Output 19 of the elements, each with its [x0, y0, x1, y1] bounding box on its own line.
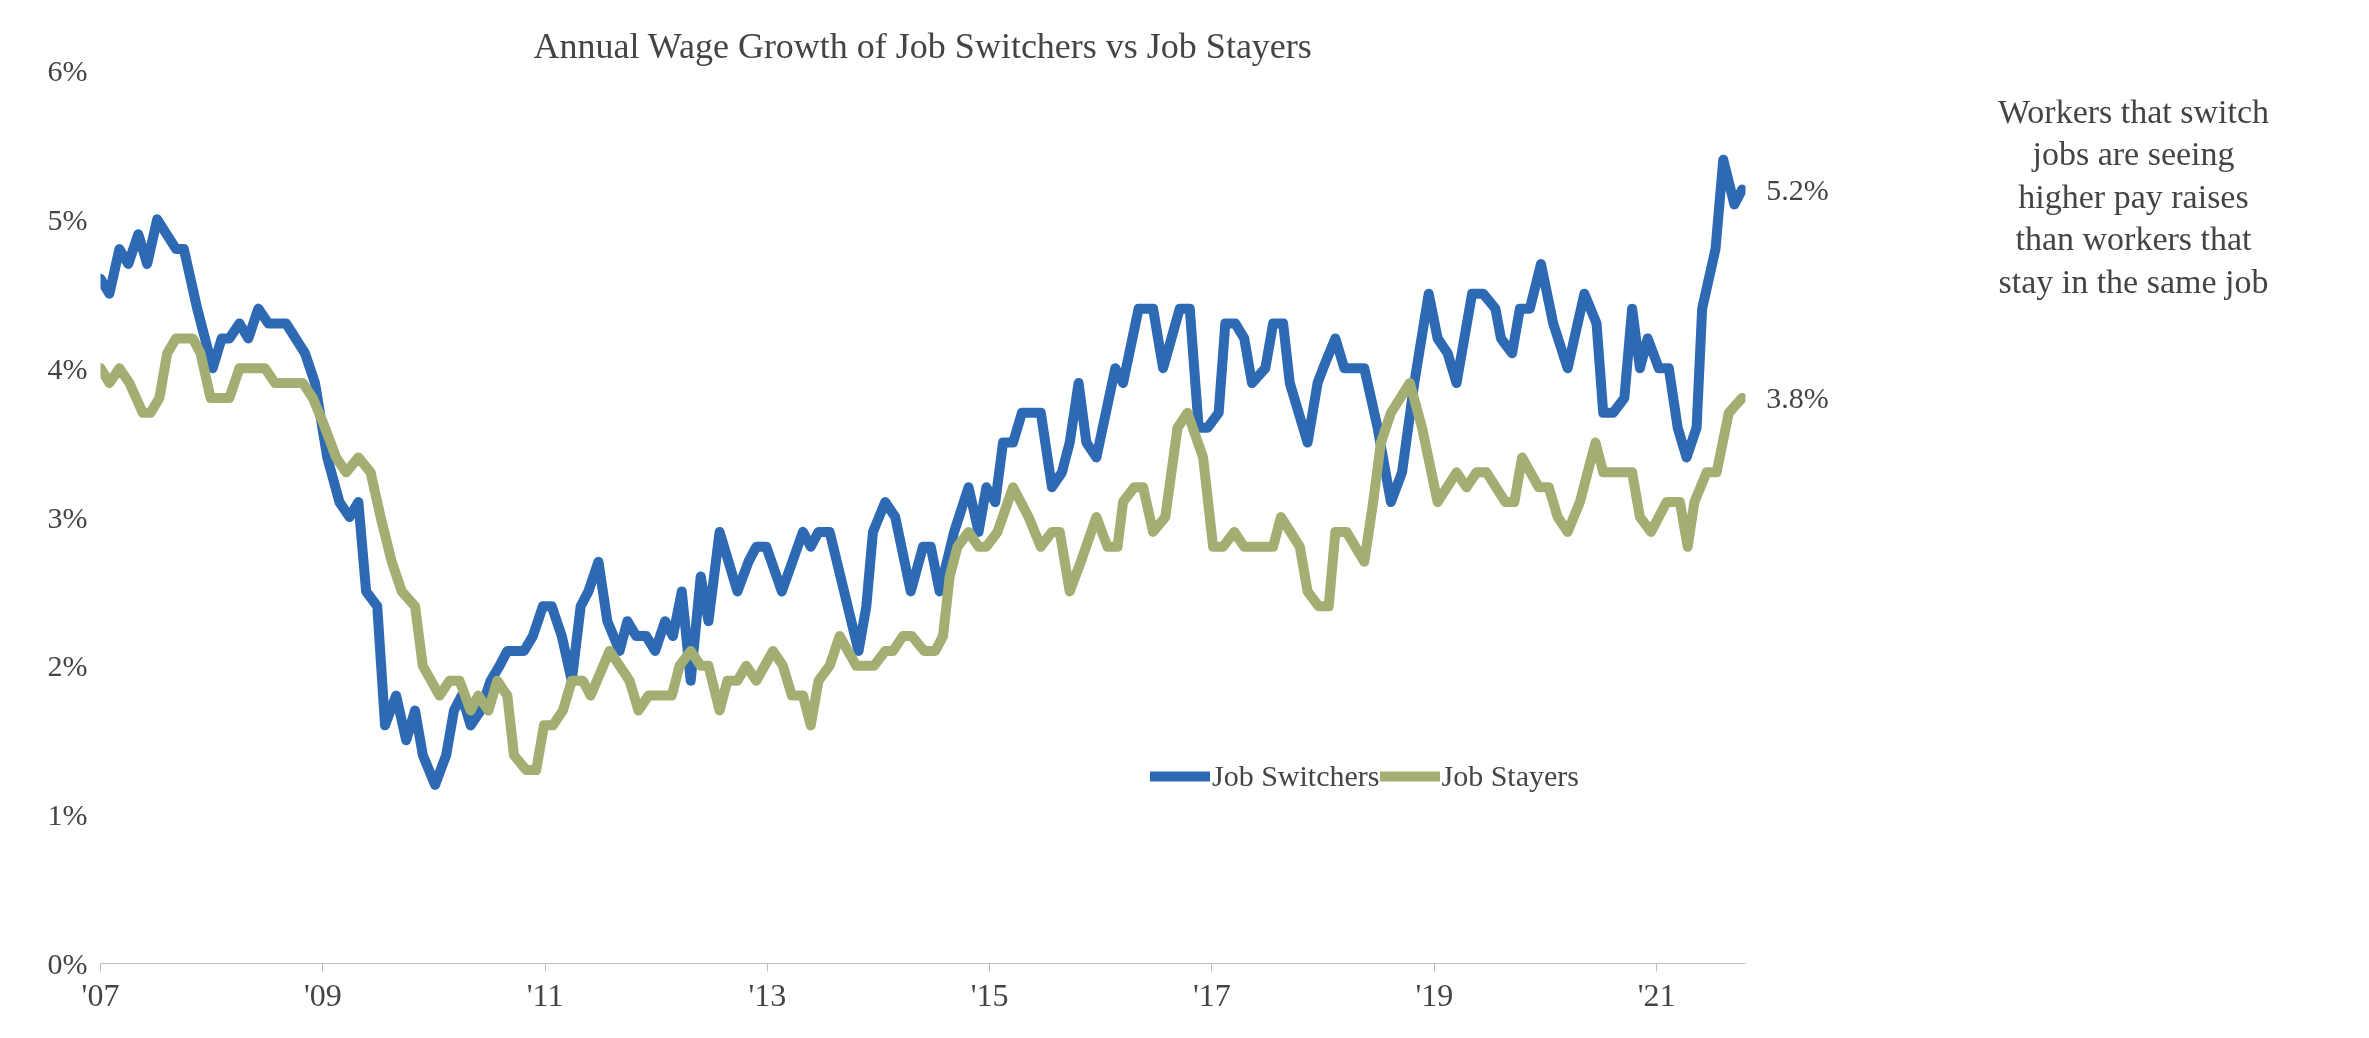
legend-label: Job Switchers [1212, 759, 1380, 793]
annotation: 5.2% [1766, 173, 1829, 207]
y-tick-label: 2% [47, 649, 88, 683]
text: Workers that switch jobs are seeing higher pay raises than workers that stay in the same job [1997, 92, 2270, 301]
y-tick-label: 4% [47, 351, 88, 385]
x-tick-label: '11 [526, 976, 564, 1013]
x-tick-label: '15 [970, 976, 1009, 1013]
x-tick-label: '09 [303, 976, 342, 1013]
x-tick-label: '17 [1193, 976, 1231, 1013]
y-tick-label: 6% [47, 54, 88, 87]
y-tick-label: 3% [47, 500, 88, 534]
x-tick-label: '13 [748, 976, 787, 1013]
y-tick-label: 1% [47, 798, 88, 832]
chart-title: Annual Wage Growth of Job Switchers vs Job Stayers [533, 25, 1312, 66]
x-tick-label: '21 [1637, 976, 1676, 1013]
legend-label: Job Stayers [1441, 759, 1579, 793]
x-tick-label: '19 [1415, 976, 1454, 1013]
y-tick-label: 5% [47, 202, 88, 236]
annotation: 3.8% [1766, 381, 1829, 415]
